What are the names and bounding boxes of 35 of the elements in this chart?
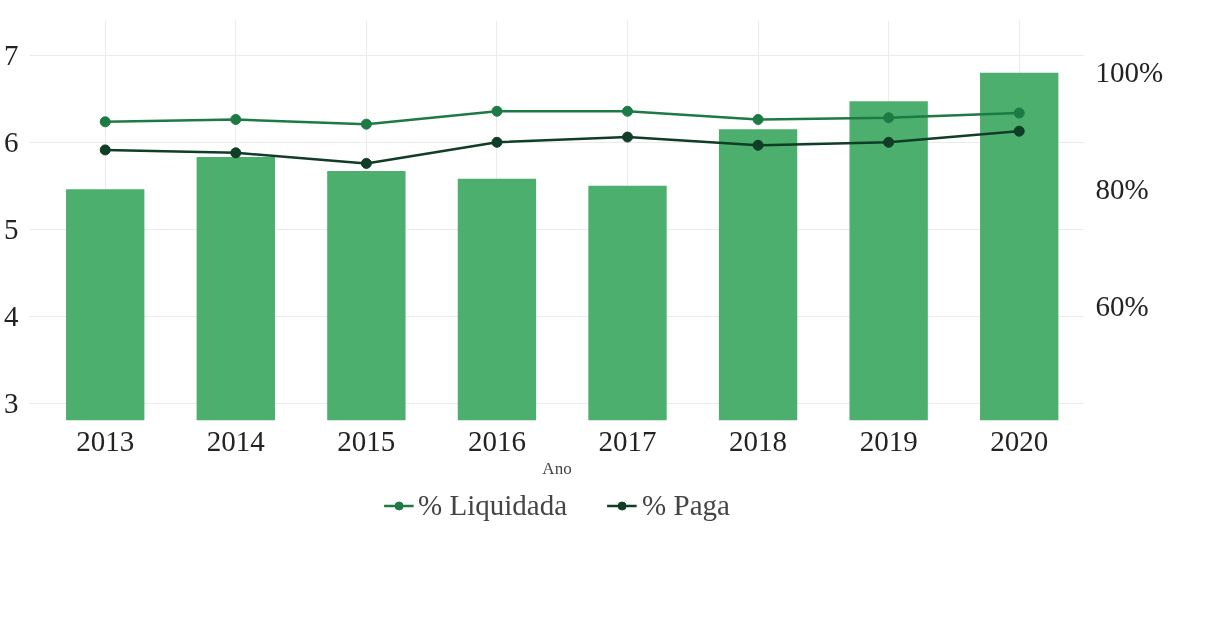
- x-tick-label: 2018: [729, 424, 788, 457]
- point: [491, 105, 503, 117]
- x-tick-label: 2019: [859, 424, 918, 457]
- y-tick-label: 5: [4, 212, 19, 245]
- point: [99, 144, 111, 156]
- x-tick-label: 2017: [598, 424, 657, 457]
- y-tick-label: 3: [4, 386, 19, 419]
- point: [752, 113, 764, 125]
- x-tick-label: 2013: [76, 424, 135, 457]
- point: [622, 131, 634, 143]
- y-tick-label: 6: [4, 125, 19, 158]
- point: [883, 112, 895, 124]
- y2-tick-label: 100%: [1095, 56, 1164, 89]
- y2-tick-label: 80%: [1095, 173, 1149, 206]
- x-tick-label: 2015: [337, 424, 396, 457]
- point: [1013, 125, 1025, 137]
- point: [360, 157, 372, 169]
- point: [230, 113, 242, 125]
- x-axis-title: Ano: [542, 458, 572, 478]
- legend-label: % Paga: [642, 488, 730, 522]
- point: [883, 136, 895, 148]
- point: [360, 118, 372, 130]
- y-tick-label: 7: [4, 38, 19, 71]
- point: [1013, 107, 1025, 119]
- x-tick-label: 2014: [206, 424, 266, 457]
- point: [99, 116, 111, 128]
- point: [622, 105, 634, 117]
- y2-tick-label: 60%: [1095, 290, 1149, 323]
- x-tick-label: 2020: [990, 424, 1049, 457]
- legend-label: % Liquidada: [418, 488, 568, 522]
- y-tick-label: 4: [4, 299, 19, 332]
- point: [491, 136, 503, 148]
- point: [230, 147, 242, 159]
- point: [752, 139, 764, 151]
- x-tick-label: 2016: [467, 424, 526, 457]
